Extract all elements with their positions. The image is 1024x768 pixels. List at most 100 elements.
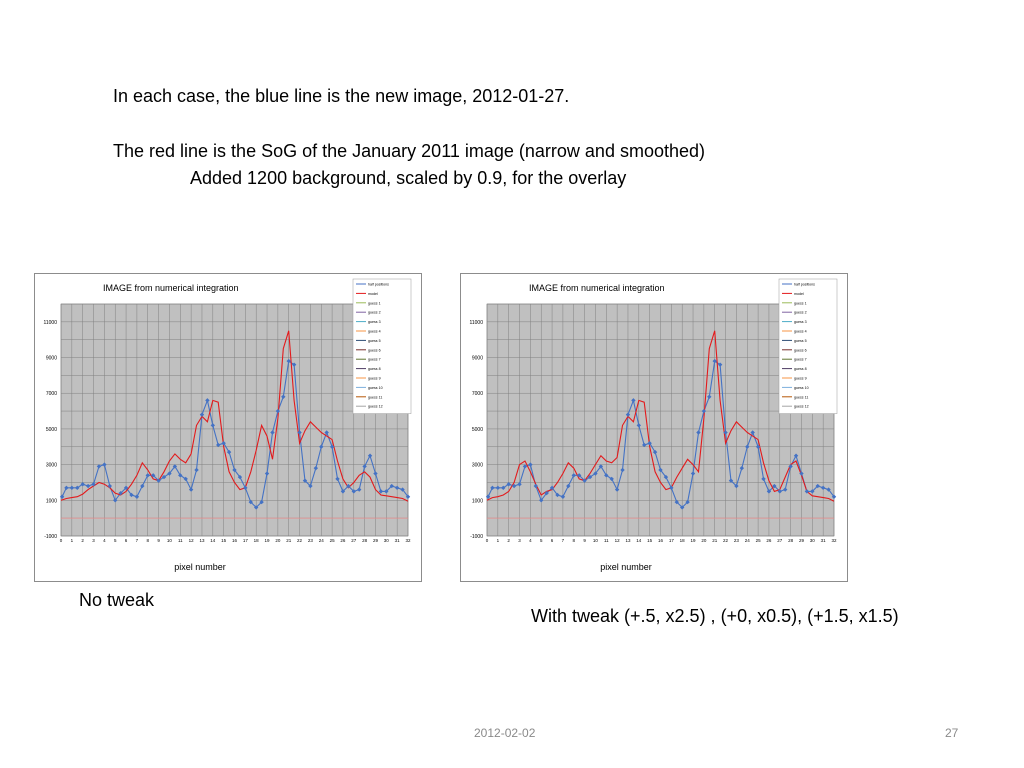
data-point (783, 487, 788, 492)
data-point (172, 464, 178, 469)
data-point (533, 483, 538, 489)
x-tick-label: 2 (81, 538, 84, 543)
data-point (150, 473, 156, 478)
y-tick-label: 1000 (472, 498, 483, 504)
x-tick-label: 28 (788, 538, 794, 543)
data-point (501, 485, 506, 491)
data-point (571, 473, 576, 478)
data-point (134, 494, 140, 499)
data-point (582, 478, 587, 483)
data-point (549, 485, 555, 491)
x-tick-label: 17 (243, 538, 249, 543)
x-tick-label: 23 (308, 538, 314, 543)
data-point (772, 483, 777, 489)
x-tick-label: 8 (146, 538, 149, 543)
data-point (506, 482, 511, 487)
data-point (362, 464, 367, 469)
x-tick-label: 26 (766, 538, 772, 543)
x-tick-label: 15 (647, 538, 653, 543)
footer-page-number: 27 (945, 726, 959, 740)
x-tick-label: 15 (221, 538, 227, 543)
data-point (113, 498, 118, 503)
data-point (755, 444, 761, 449)
x-tick-label: 3 (518, 538, 521, 543)
data-point (576, 473, 582, 478)
x-tick-label: 11 (604, 538, 609, 543)
data-point (712, 358, 717, 364)
data-point (555, 492, 560, 498)
x-tick-label: 7 (136, 538, 139, 543)
y-tick-label: 11000 (469, 320, 483, 326)
data-point (145, 473, 150, 478)
data-point (614, 487, 620, 492)
data-point (253, 505, 259, 510)
x-tick-label: 6 (551, 538, 554, 543)
y-tick-label: 11000 (43, 320, 57, 326)
y-tick-label: 9000 (46, 356, 57, 362)
x-tick-label: 3 (92, 538, 95, 543)
legend-entry: guess 12 (794, 405, 809, 409)
data-point (357, 487, 362, 492)
data-point (69, 485, 75, 491)
legend-entry: guess 7 (794, 358, 807, 362)
legend-entry: guess 12 (368, 405, 383, 409)
x-tick-label: 24 (745, 538, 751, 543)
data-point (80, 482, 85, 487)
data-point (123, 485, 129, 491)
legend-box (778, 278, 838, 414)
data-point (517, 482, 522, 487)
data-point (793, 453, 799, 458)
legend-entry: guess 5 (368, 339, 381, 343)
x-tick-label: 20 (275, 538, 281, 543)
data-point (490, 485, 495, 491)
data-point (528, 462, 533, 467)
chart-with-tweak: IMAGE from numerical integration -1000 100… (460, 273, 848, 582)
legend-entry: guess 3 (794, 320, 807, 324)
data-point (270, 430, 275, 435)
x-tick-label: 25 (330, 538, 336, 543)
legend-entry: guess 1 (368, 301, 381, 305)
data-point (199, 412, 205, 417)
y-tick-label: 5000 (46, 427, 57, 433)
x-tick-label: 7 (562, 538, 565, 543)
x-tick-label: 1 (71, 538, 74, 543)
data-point (308, 483, 313, 489)
x-tick-label: 5 (540, 538, 543, 543)
data-point (647, 441, 652, 446)
x-tick-label: 30 (384, 538, 390, 543)
x-tick-label: 18 (680, 538, 686, 543)
data-point (810, 489, 815, 494)
y-tick-label: 3000 (46, 463, 57, 469)
data-point (745, 444, 750, 449)
x-tick-label: 9 (157, 538, 160, 543)
data-point (178, 473, 183, 478)
data-point (167, 471, 172, 476)
x-tick-label: 23 (734, 538, 740, 543)
legend-entry: guess 3 (368, 320, 381, 324)
caption-with-tweak: With tweak (+.5, x2.5) , (+0, x0.5), (+1… (531, 606, 899, 626)
legend-entry: guess 6 (368, 348, 381, 352)
data-point (485, 494, 491, 499)
data-point (815, 483, 820, 489)
x-tick-label: 12 (615, 538, 621, 543)
data-point (96, 464, 102, 469)
data-point (593, 471, 598, 476)
legend-entry: guess 2 (368, 311, 381, 315)
x-tick-label: 16 (232, 538, 238, 543)
x-tick-label: 25 (756, 538, 762, 543)
x-tick-label: 5 (114, 538, 117, 543)
data-point (598, 464, 604, 469)
x-tick-label: 13 (625, 538, 631, 543)
x-tick-label: 10 (167, 538, 173, 543)
chart-svg-left: IMAGE from numerical integration-1000100… (43, 278, 412, 572)
data-point (188, 487, 194, 492)
data-point (679, 505, 685, 510)
x-tick-label: 22 (297, 538, 303, 543)
data-point (324, 430, 329, 435)
data-point (64, 485, 69, 491)
data-point (194, 467, 199, 473)
data-point (495, 485, 501, 491)
x-tick-label: 19 (265, 538, 271, 543)
legend-entry: guess 5 (794, 339, 807, 343)
data-point (604, 473, 609, 478)
